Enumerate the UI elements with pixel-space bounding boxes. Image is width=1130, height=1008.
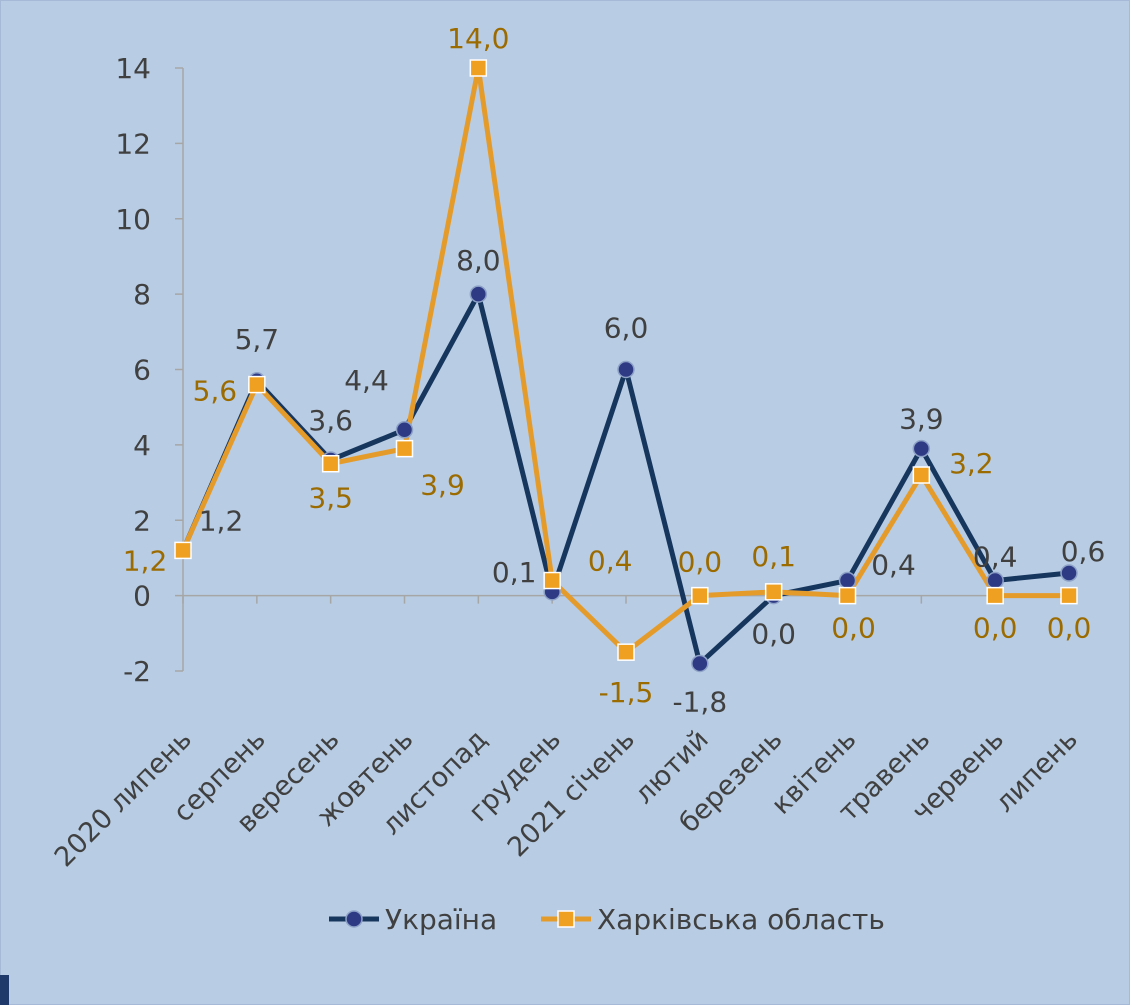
y-tick-label: 2 bbox=[133, 504, 151, 537]
marker-point bbox=[1060, 586, 1078, 605]
data-label: 1,2 bbox=[123, 544, 168, 577]
data-label: 4,4 bbox=[344, 364, 389, 397]
data-label: 8,0 bbox=[456, 244, 501, 277]
data-label: 3,9 bbox=[420, 469, 465, 502]
marker-point bbox=[912, 466, 931, 484]
data-label: 0,1 bbox=[492, 556, 537, 589]
marker-point bbox=[543, 571, 561, 590]
marker-point bbox=[395, 439, 414, 458]
marker-point bbox=[617, 643, 635, 661]
data-label: 0,1 bbox=[751, 540, 796, 573]
data-label: 0,4 bbox=[871, 549, 916, 582]
y-tick-label: -2 bbox=[123, 655, 151, 688]
data-label: 3,6 bbox=[308, 404, 353, 437]
y-tick-label: 6 bbox=[133, 354, 151, 387]
y-tick-label: 0 bbox=[133, 580, 151, 613]
data-label: 1,2 bbox=[199, 504, 244, 537]
series-line-1 bbox=[180, 291, 1070, 666]
legend-marker bbox=[557, 910, 575, 928]
marker-point bbox=[838, 586, 857, 605]
data-label: 6,0 bbox=[604, 312, 649, 345]
data-label: 0,0 bbox=[831, 612, 876, 645]
marker-point bbox=[691, 586, 709, 605]
corner-mark bbox=[0, 975, 9, 1005]
x-tick-label: липень bbox=[989, 724, 1083, 818]
marker-point bbox=[691, 654, 709, 673]
marker-point bbox=[248, 375, 266, 394]
data-label: 3,9 bbox=[899, 403, 944, 436]
data-label: 5,6 bbox=[193, 375, 238, 408]
marker-point bbox=[838, 571, 857, 590]
legend-marker bbox=[345, 910, 363, 928]
marker-point bbox=[174, 541, 192, 560]
data-label: 0,0 bbox=[1047, 612, 1092, 645]
data-label: -1,5 bbox=[599, 676, 654, 709]
y-tick-label: 10 bbox=[115, 203, 151, 236]
marker-point bbox=[986, 571, 1004, 590]
y-tick-label: 4 bbox=[133, 429, 151, 462]
data-label: 0,0 bbox=[678, 546, 723, 579]
marker-point bbox=[469, 285, 488, 303]
data-label: 3,2 bbox=[949, 447, 994, 480]
data-label: 5,7 bbox=[235, 323, 280, 356]
marker-point bbox=[469, 59, 488, 77]
data-label: 0,4 bbox=[973, 541, 1018, 574]
data-label: 0,0 bbox=[751, 618, 796, 651]
marker-point bbox=[321, 454, 340, 473]
x-tick-labels: 2020 липеньсерпеньвересеньжовтеньлистопа… bbox=[49, 724, 1084, 873]
y-tick-label: 8 bbox=[133, 278, 151, 311]
y-tick-labels: -2 0 2 4 6 8 10 12 14 bbox=[115, 52, 151, 688]
y-tick-label: 12 bbox=[115, 127, 151, 160]
legend-label: Харківська область bbox=[597, 903, 885, 936]
legend: Україна Харківська область bbox=[329, 903, 885, 936]
x-tick-label: 2021 січень bbox=[502, 724, 641, 863]
data-label: 0,4 bbox=[588, 545, 633, 578]
data-labels: 1,2 5,7 3,6 4,4 8,0 0,1 6,0 -1,8 0,0 0,4 3,9 0,4 0,6… bbox=[123, 22, 1106, 718]
data-label: 0,0 bbox=[973, 612, 1018, 645]
marker-point bbox=[1060, 564, 1078, 582]
marker-point bbox=[912, 439, 931, 458]
legend-label: Україна bbox=[385, 903, 497, 936]
marker-point bbox=[617, 360, 635, 379]
series-markers bbox=[174, 59, 1078, 673]
marker-point bbox=[395, 421, 414, 439]
y-tick-label: 14 bbox=[115, 52, 151, 85]
marker-point bbox=[764, 583, 783, 601]
data-label: 3,5 bbox=[308, 482, 353, 515]
data-label: 14,0 bbox=[447, 22, 509, 55]
data-label: 0,6 bbox=[1061, 535, 1106, 568]
marker-point bbox=[986, 586, 1004, 605]
data-label: -1,8 bbox=[673, 685, 728, 718]
